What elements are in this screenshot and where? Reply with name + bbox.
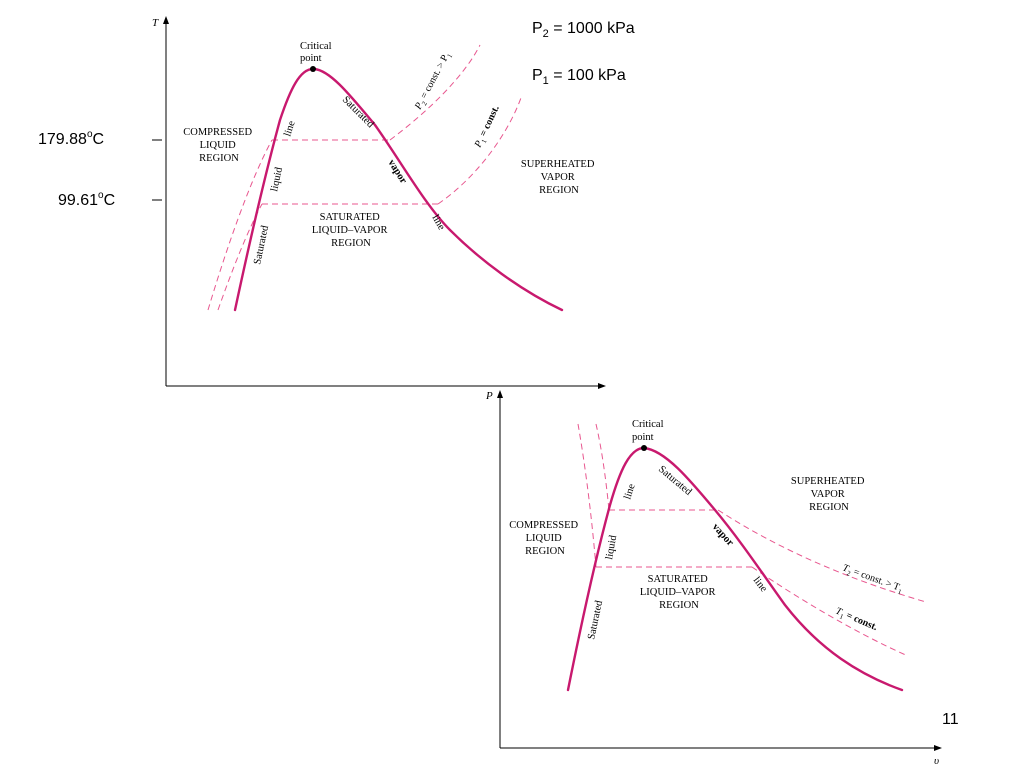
pv-saturated-mix-region: SATURATED LIQUID–VAPOR REGION [640,574,718,611]
pv-diagram: P υ Critical point COMPRESSED LIQUID REG… [485,390,942,767]
t1-isotherm-left [577,423,597,568]
page-number: 11 [942,711,959,728]
tv-p2-isobar-label: P2 = const. > P1 [412,50,454,114]
tv-sat-vapor-word1: Saturated [340,94,376,130]
tv-p1-isobar-label: P1 = const. [472,103,503,151]
tv-sat-liquid-word3: line [282,119,297,138]
pv-sat-liquid-word3: line [622,482,637,501]
p1-isobar-right [437,94,523,205]
tv-x-axis-arrow [598,383,606,389]
tv-sat-liquid-word1: Saturated [252,224,271,266]
tv-y-axis-arrow [163,16,169,24]
tv-sat-vapor-word3: line [429,213,447,232]
t2-isotherm-right [717,509,927,603]
pv-saturation-dome [566,446,904,692]
tv-compressed-region: COMPRESSED LIQUID REGION [183,127,254,164]
p2-pressure-label: P2 = 1000 kPa [532,20,635,40]
tv-critical-point [310,66,316,72]
pv-x-axis-label: υ [934,755,939,767]
pv-t2-isotherm-label: T2 = const. > T1 [840,562,904,596]
pv-sat-vapor-word2: vapor [710,522,736,549]
tv-sat-liquid-word2: liquid [269,166,285,193]
pv-superheated-region: SUPERHEATED VAPOR REGION [791,476,867,513]
pv-compressed-region: COMPRESSED LIQUID REGION [509,520,580,557]
pv-sat-vapor-word1: Saturated [656,464,694,498]
tv-saturation-dome [233,67,564,312]
t2-isotherm-left [595,423,610,511]
t1-isotherm-right [751,566,909,657]
p1-pressure-label: P1 = 100 kPa [532,67,626,87]
p2-isobar-left [207,139,273,311]
tv-superheated-region: SUPERHEATED VAPOR REGION [521,159,597,196]
pv-critical-point-label: Critical point [632,419,666,443]
tv-critical-point-label: Critical point [300,41,334,64]
pv-sat-liquid-word2: liquid [604,534,619,561]
pv-critical-point [641,445,647,451]
pv-x-axis-arrow [934,745,942,751]
tv-y-axis-label: T [152,17,159,29]
pv-y-axis-arrow [497,390,503,398]
p2-isobar-right [389,44,481,141]
temp-high-label: 179.88oC [38,129,104,148]
pv-y-axis-label: P [485,390,493,402]
temp-low-label: 99.61oC [58,190,115,209]
pv-sat-liquid-word1: Saturated [586,599,605,641]
tv-saturated-mix-region: SATURATED LIQUID–VAPOR REGION [312,212,390,249]
